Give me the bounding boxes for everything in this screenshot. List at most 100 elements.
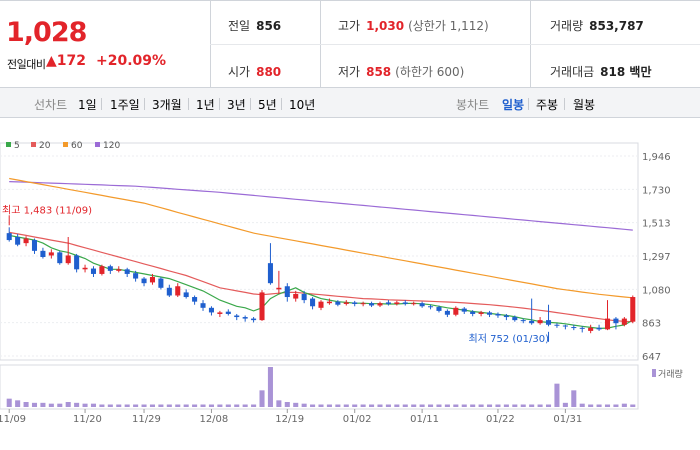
period-1y[interactable]: 1년 xyxy=(196,98,215,112)
candle-body xyxy=(310,298,316,307)
candle-body xyxy=(545,320,552,325)
period-3y[interactable]: 3년 xyxy=(227,98,246,112)
candle-body xyxy=(57,252,63,264)
volume-bar xyxy=(402,404,408,407)
candle-body xyxy=(411,303,417,305)
candle-body xyxy=(402,302,408,304)
candle-weekly[interactable]: 주봉 xyxy=(536,98,559,112)
volume-bar xyxy=(461,404,467,407)
volume-bar xyxy=(487,404,493,407)
candle-body xyxy=(31,240,38,251)
volume-bar xyxy=(554,383,560,407)
volume-bar xyxy=(588,404,594,407)
candle-body xyxy=(251,318,257,321)
candle-body xyxy=(318,301,324,308)
stock-chart: 5 20 60 120 1,946 1,730 1,513 1,297 1,080 863 647 1… xyxy=(0,141,683,425)
volume-bar xyxy=(259,390,265,407)
candle-body xyxy=(158,278,164,288)
volume-bar xyxy=(267,367,273,407)
volume-bar xyxy=(293,402,299,407)
volume-bar xyxy=(242,404,248,407)
volume-legend-swatch xyxy=(652,369,656,377)
volume-bar xyxy=(276,400,282,407)
x-tick-label: 12/08 xyxy=(199,414,228,425)
x-tick-label: 01/02 xyxy=(343,414,372,425)
volume-bar xyxy=(343,404,349,407)
y-tick-label: 863 xyxy=(642,319,661,330)
volume-bar xyxy=(225,404,231,407)
x-tick-label: 01/22 xyxy=(486,414,515,425)
period-5y[interactable]: 5년 xyxy=(258,98,277,112)
open-cell: 시가 880 xyxy=(228,63,281,80)
candle-body xyxy=(242,317,248,319)
volume-bar xyxy=(571,390,577,407)
candle-body xyxy=(503,315,509,318)
low-annotation: 최저 752 (01/30) xyxy=(469,333,550,345)
candle-body xyxy=(554,324,560,326)
candle-chart-label: 봉차트 xyxy=(456,98,490,112)
chart-toolbar: 선차트 1일 1주일 3개월 1년 3년 5년 10년 봉차트 일봉 주봉 월봉 xyxy=(0,88,700,118)
volume-bar xyxy=(520,404,526,407)
candle-body xyxy=(621,318,627,325)
volume-bar xyxy=(613,404,619,407)
candle-body xyxy=(352,302,358,304)
volume-bar xyxy=(352,404,358,407)
candle-body xyxy=(343,302,349,304)
volume-bar xyxy=(310,404,316,407)
high-value: 1,030 xyxy=(366,19,405,33)
candle-body xyxy=(225,311,231,314)
candle-body xyxy=(23,238,29,244)
candle-body xyxy=(394,302,400,304)
y-tick-label: 647 xyxy=(642,352,661,363)
candle-body xyxy=(335,301,341,305)
candle-body xyxy=(217,312,223,314)
ma120-line xyxy=(9,181,633,231)
candle-body xyxy=(604,318,611,330)
candle-daily[interactable]: 일봉 xyxy=(502,98,525,112)
volume-bar xyxy=(107,404,113,407)
volume-bar xyxy=(40,402,46,407)
low-value: 858 xyxy=(366,65,392,79)
volume-bar xyxy=(6,398,12,407)
volume-bar xyxy=(124,404,130,407)
candle-body xyxy=(385,302,391,304)
volume-value: 853,787 xyxy=(589,19,644,33)
candle-body xyxy=(40,250,46,258)
candle-body xyxy=(470,311,476,314)
volume-bar xyxy=(495,404,501,407)
volume-bar xyxy=(57,403,63,407)
period-1w[interactable]: 1주일 xyxy=(110,98,140,112)
candle-body xyxy=(183,292,189,298)
period-10y[interactable]: 10년 xyxy=(289,98,316,112)
candle-body xyxy=(15,236,21,245)
legend-swatch xyxy=(63,142,68,147)
candle-body xyxy=(377,303,383,306)
volume-bar xyxy=(394,404,400,407)
high-label: 고가 xyxy=(338,19,361,33)
period-1d[interactable]: 1일 xyxy=(78,98,97,112)
candle-body xyxy=(82,267,88,270)
candle-body xyxy=(276,287,282,290)
volume-bar xyxy=(529,404,535,407)
volume-bar xyxy=(545,404,552,407)
volume-bar xyxy=(141,404,147,407)
candle-body xyxy=(419,303,425,307)
candle-body xyxy=(99,266,105,274)
separator xyxy=(564,98,565,110)
candle-monthly[interactable]: 월봉 xyxy=(573,98,596,112)
volume-bar xyxy=(436,404,442,407)
quote-panel: 1,028 전일대비 ▲172 +20.09% 전일 856 고가 1,030 (상한… xyxy=(0,0,700,88)
volume-bar xyxy=(158,404,164,407)
x-tick-label: 01/31 xyxy=(553,414,582,425)
separator xyxy=(528,98,529,110)
volume-cell: 거래량 853,787 xyxy=(550,17,644,34)
volume-bar xyxy=(470,404,476,407)
volume-bar xyxy=(503,404,509,407)
y-tick-label: 1,946 xyxy=(642,152,671,163)
candle-body xyxy=(453,307,459,315)
volume-bar xyxy=(90,403,97,407)
candle-body xyxy=(428,306,434,308)
period-3m[interactable]: 3개월 xyxy=(152,98,182,112)
volume-bar xyxy=(284,402,290,407)
candle-body xyxy=(267,263,273,284)
